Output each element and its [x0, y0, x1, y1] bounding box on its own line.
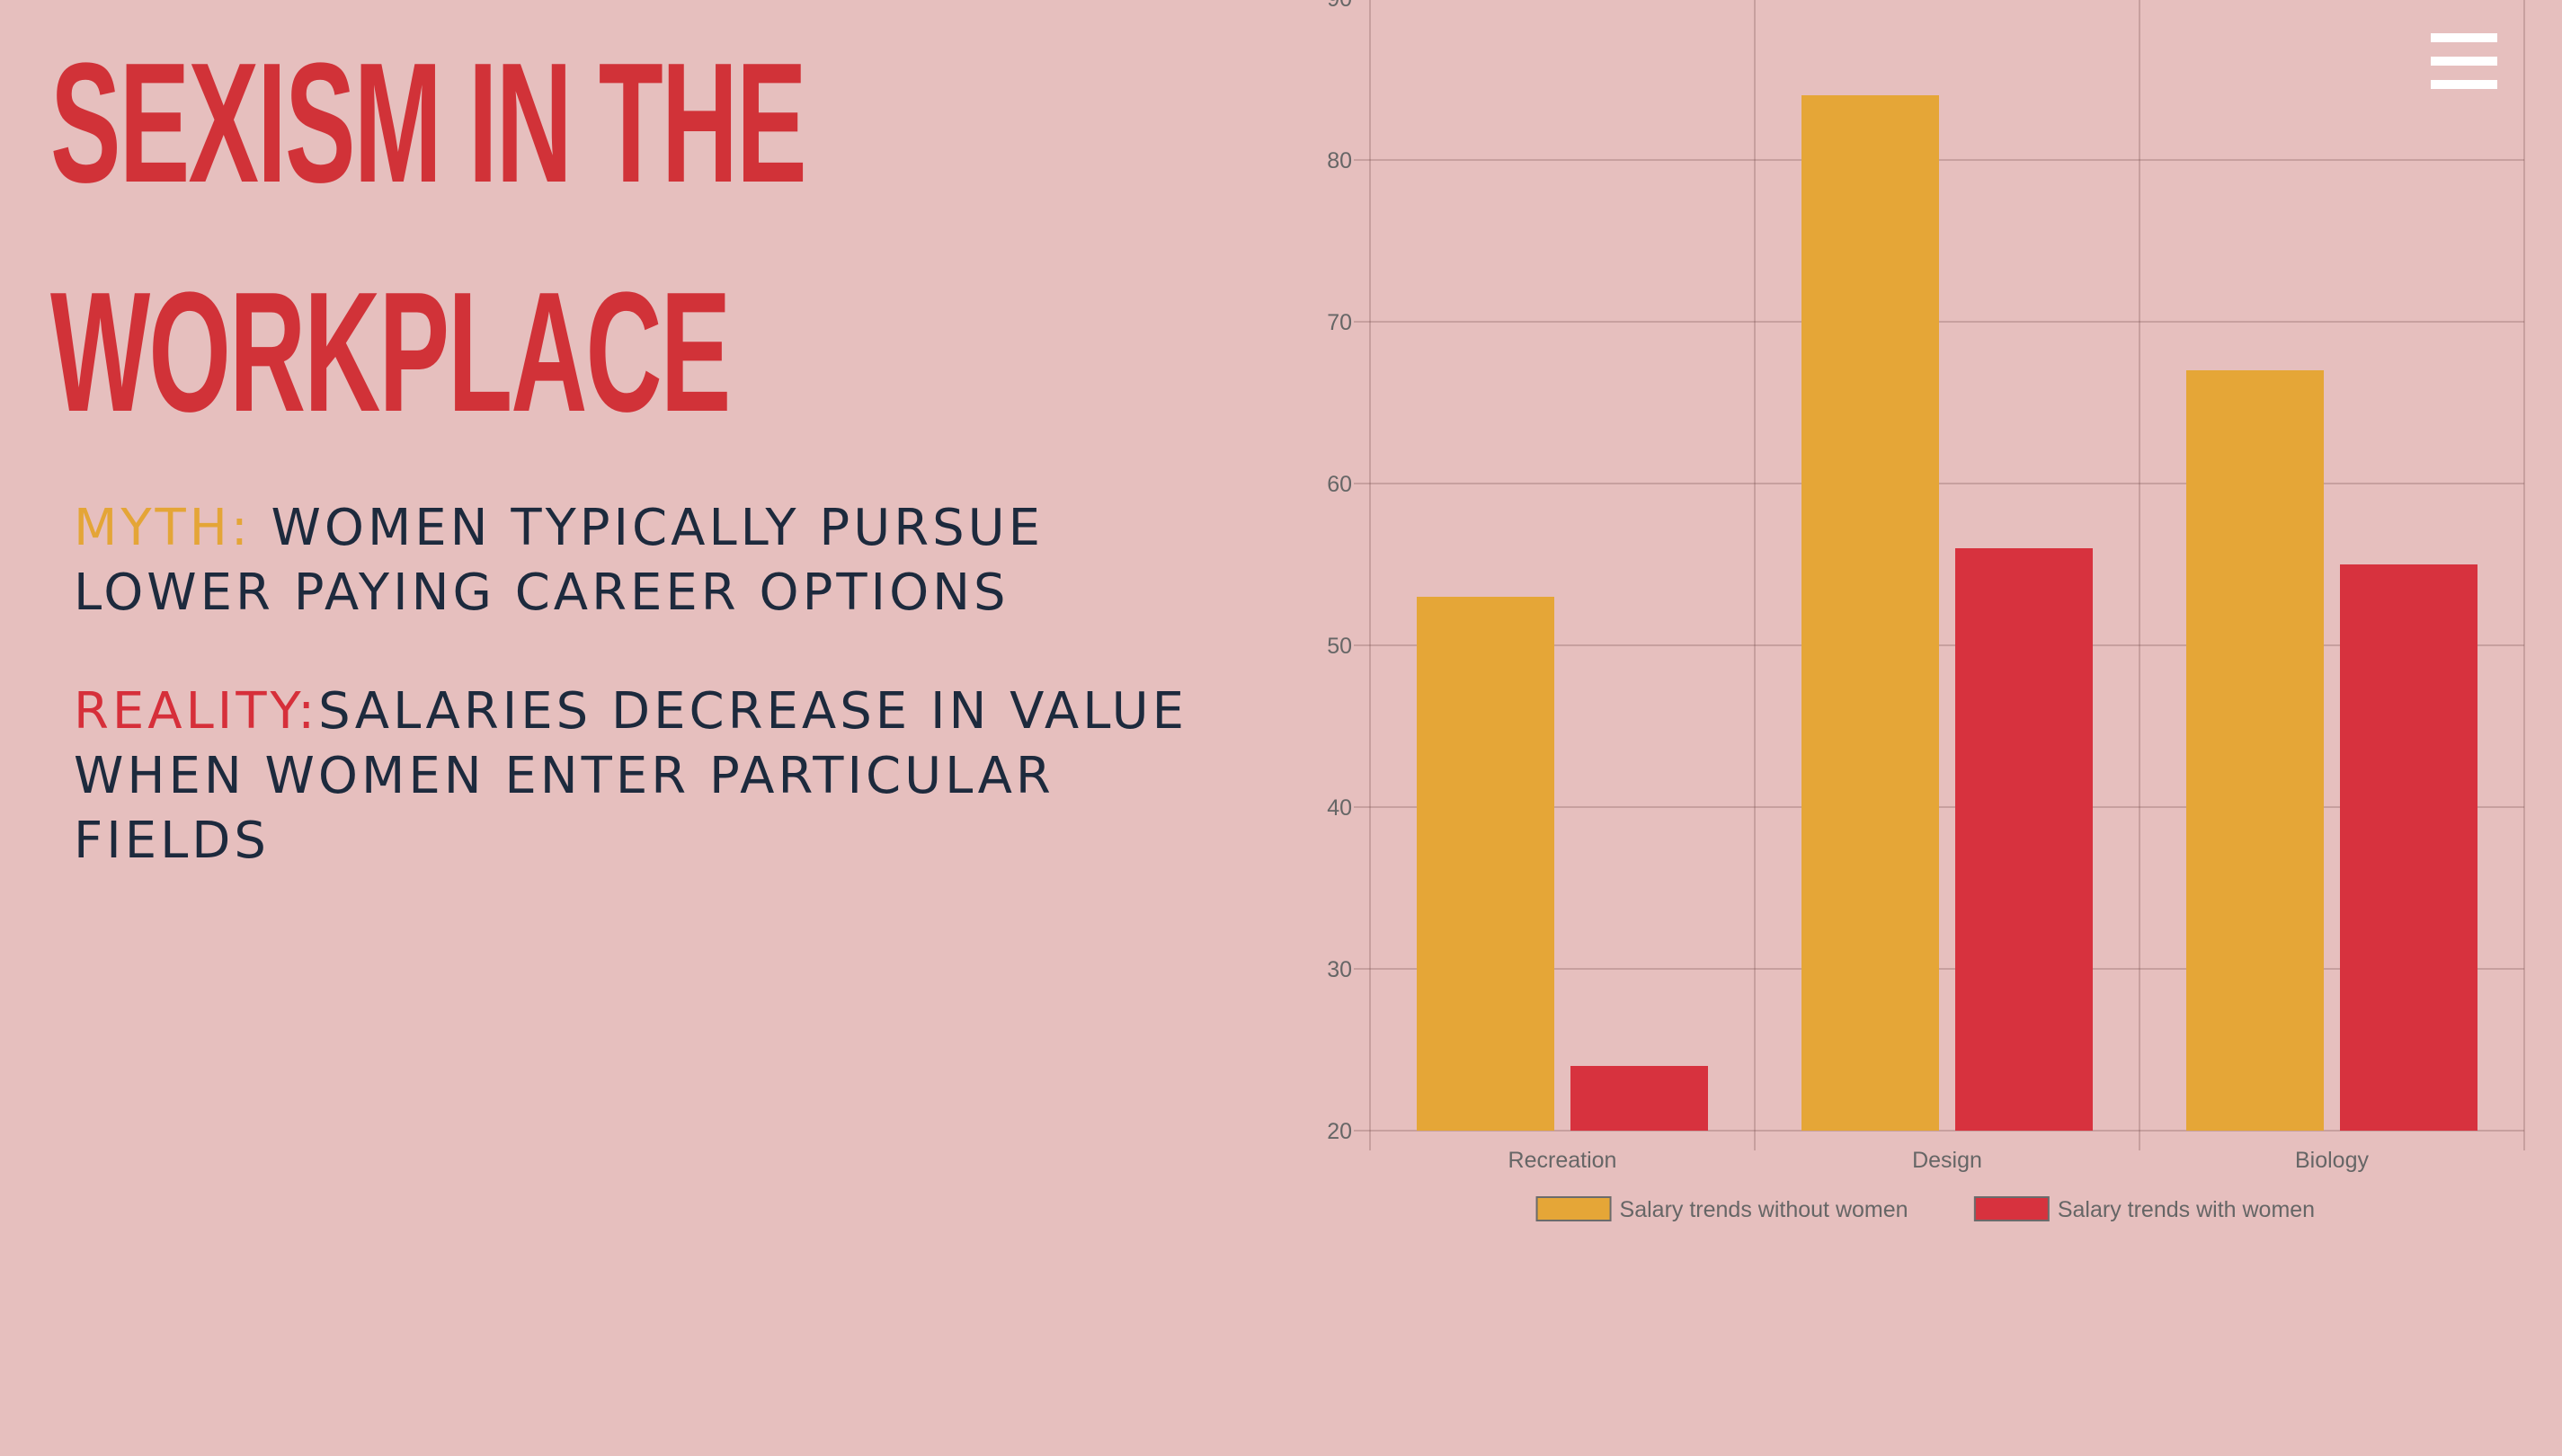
x-tick-label-design: Design — [1912, 1148, 1982, 1173]
title-line-1: SEXISM IN THE — [50, 28, 807, 218]
y-tick-label-50: 50 — [1327, 634, 1352, 659]
hamburger-menu-icon[interactable] — [2427, 31, 2499, 95]
y-tick-label-30: 30 — [1327, 957, 1352, 982]
x-tick-label-biology: Biology — [2295, 1148, 2369, 1173]
reality-statement: REALITY:SALARIES DECREASE IN VALUE WHEN … — [74, 679, 1260, 874]
page-title: SEXISM IN THE WORKPLACE — [50, 9, 807, 467]
y-tick-label-70: 70 — [1327, 310, 1352, 335]
y-tick-label-80: 80 — [1327, 148, 1352, 173]
bar-biology-series-1 — [2186, 370, 2324, 1131]
reality-label: REALITY: — [74, 682, 319, 741]
myth-statement: MYTH: WOMEN TYPICALLY PURSUE LOWER PAYIN… — [74, 496, 1260, 626]
legend-swatch-series-2[interactable] — [1973, 1196, 2050, 1221]
y-tick-label-40: 40 — [1327, 795, 1352, 821]
myth-label: MYTH: — [74, 499, 271, 557]
menu-bar-middle — [2431, 57, 2497, 66]
myth-text: WOMEN TYPICALLY PURSUE LOWER PAYING CARE… — [74, 499, 1045, 622]
legend-swatch-series-1[interactable] — [1535, 1196, 1612, 1221]
y-tick-label-20: 20 — [1327, 1119, 1352, 1144]
bar-design-series-2 — [1955, 548, 2093, 1131]
x-tick-label-recreation: Recreation — [1508, 1148, 1617, 1173]
y-tick-label-90: 90 — [1327, 0, 1352, 12]
bar-recreation-series-2 — [1570, 1066, 1708, 1131]
bar-recreation-series-1 — [1417, 597, 1554, 1131]
title-line-2: WORKPLACE — [50, 257, 731, 448]
bar-design-series-1 — [1801, 95, 1939, 1131]
menu-bar-top — [2431, 33, 2497, 42]
legend-label-series-1[interactable]: Salary trends without women — [1620, 1197, 1908, 1222]
menu-bar-bottom — [2431, 80, 2497, 89]
legend-label-series-2[interactable]: Salary trends with women — [2058, 1197, 2315, 1222]
bar-biology-series-2 — [2340, 564, 2477, 1131]
reality-text: SALARIES DECREASE IN VALUE WHEN WOMEN EN… — [74, 682, 1188, 870]
y-tick-label-60: 60 — [1327, 472, 1352, 497]
